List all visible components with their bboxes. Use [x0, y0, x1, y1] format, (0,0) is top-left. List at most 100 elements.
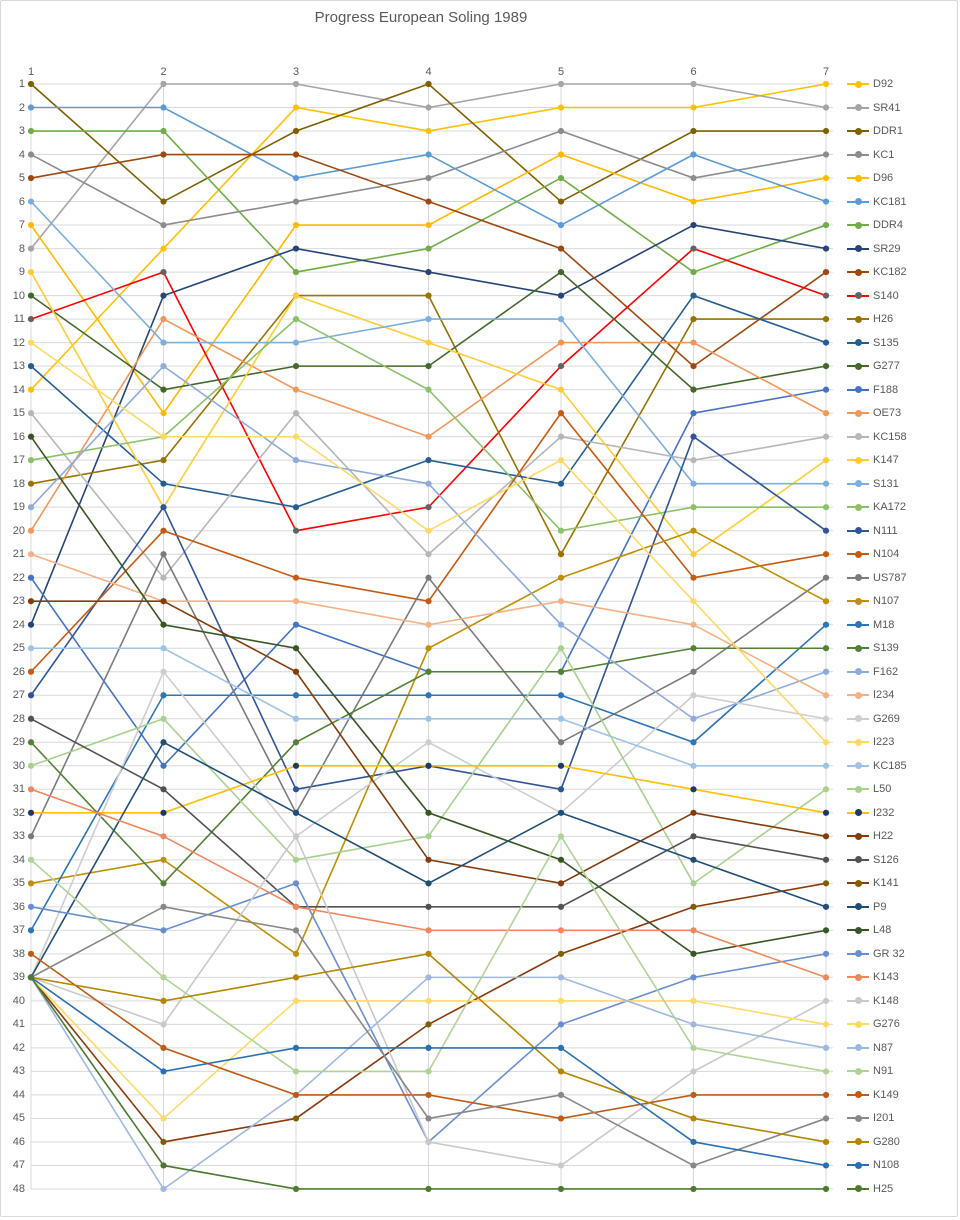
data-point-K149-6 [690, 1091, 697, 1099]
data-point-K149-2 [160, 1044, 167, 1052]
data-point-F188-2 [160, 762, 167, 769]
data-point-I201-4 [425, 1115, 432, 1122]
legend-label-F162: F162 [873, 665, 899, 678]
legend-label-OE73: OE73 [873, 407, 902, 420]
legend-swatch-D92 [847, 80, 869, 88]
legend-item-N91: N91 [847, 1064, 893, 1078]
rank-tick-39: 39 [12, 971, 25, 984]
data-point-N111-5 [557, 786, 565, 793]
data-point-K147-1 [27, 268, 35, 276]
legend-label-S131: S131 [873, 477, 899, 490]
legend-label-G280: G280 [873, 1135, 900, 1148]
data-point-DDR1-2 [160, 198, 167, 205]
legend-marker-D96 [855, 174, 862, 182]
legend-swatch-G277 [847, 362, 869, 370]
data-point-N104-2 [160, 527, 167, 534]
data-point-S139-1 [27, 739, 35, 746]
data-point-K148-6 [690, 1068, 697, 1075]
data-point-K143-6 [690, 927, 697, 934]
series-D96 [27, 151, 830, 417]
legend-swatch-H25 [847, 1185, 869, 1193]
legend-swatch-M18 [847, 621, 869, 629]
data-point-L50-1 [27, 762, 35, 769]
legend-swatch-I232 [847, 809, 869, 817]
legend-marker-S126 [855, 856, 862, 864]
data-point-OE73-6 [690, 339, 697, 346]
rank-tick-9: 9 [18, 266, 25, 279]
x-tick-3: 3 [292, 66, 300, 78]
data-point-H26-1 [27, 480, 35, 487]
data-point-N87-2 [160, 1185, 167, 1193]
legend-marker-D92 [855, 80, 862, 88]
data-point-OE73-3 [292, 386, 300, 393]
data-point-K141-2 [160, 1138, 167, 1146]
legend-item-P9: P9 [847, 900, 886, 914]
legend-marker-F162 [855, 668, 862, 676]
data-point-N108-5 [557, 1044, 565, 1052]
data-point-I201-7 [822, 1115, 830, 1122]
rank-tick-28: 28 [12, 712, 25, 725]
data-point-N91-5 [557, 833, 565, 840]
data-point-K149-1 [27, 950, 35, 957]
data-point-G277-1 [27, 292, 35, 299]
data-point-KC182-3 [292, 151, 300, 158]
data-point-KA172-5 [557, 527, 565, 534]
data-point-K143-7 [822, 974, 830, 981]
data-point-DDR1-7 [822, 127, 830, 135]
data-point-H25-1 [27, 974, 35, 981]
legend-marker-N108 [855, 1161, 862, 1169]
data-point-H22-1 [27, 598, 35, 605]
legend-item-H22: H22 [847, 829, 893, 843]
legend-item-I232: I232 [847, 806, 894, 820]
legend-label-S140: S140 [873, 289, 899, 302]
legend-swatch-GR 32 [847, 950, 869, 958]
legend-label-S139: S139 [873, 642, 899, 655]
x-tick-7: 7 [822, 66, 830, 78]
data-point-KC185-6 [690, 762, 697, 769]
legend-item-KC185: KC185 [847, 759, 907, 773]
legend-label-M18: M18 [873, 618, 895, 631]
rank-tick-18: 18 [12, 477, 25, 490]
legend-marker-DDR1 [855, 127, 862, 135]
data-point-N111-6 [690, 433, 697, 440]
data-point-KC158-1 [27, 410, 35, 417]
legend-swatch-S135 [847, 339, 869, 347]
data-point-K149-4 [425, 1091, 432, 1099]
rank-tick-47: 47 [12, 1159, 25, 1172]
data-point-KC1-3 [292, 198, 300, 205]
data-point-K147-3 [292, 292, 300, 299]
data-point-N91-2 [160, 974, 167, 981]
legend-swatch-DDR4 [847, 221, 869, 229]
series-DDR1 [27, 80, 830, 205]
legend-label-N91: N91 [873, 1065, 894, 1078]
legend-marker-KC158 [855, 433, 862, 441]
legend-label-N87: N87 [873, 1041, 894, 1054]
rank-tick-12: 12 [12, 336, 25, 349]
data-point-S131-3 [292, 339, 300, 346]
data-point-KC158-2 [160, 574, 167, 581]
data-point-S131-7 [822, 480, 830, 487]
data-point-F162-4 [425, 480, 432, 487]
data-point-K147-7 [822, 457, 830, 464]
data-point-OE73-1 [27, 527, 35, 534]
data-point-KC1-6 [690, 174, 697, 182]
data-point-N108-6 [690, 1138, 697, 1146]
data-point-KC181-5 [557, 221, 565, 229]
legend-label-D92: D92 [873, 78, 894, 90]
data-point-S126-5 [557, 903, 565, 910]
data-point-S140-1 [27, 316, 35, 323]
legend-item-GR 32: GR 32 [847, 947, 905, 961]
legend-item-N87: N87 [847, 1041, 893, 1055]
data-point-KC181-2 [160, 104, 167, 111]
data-point-KC158-3 [292, 410, 300, 417]
legend-label-KC1: KC1 [873, 148, 895, 161]
data-point-KC158-6 [690, 457, 697, 464]
data-point-US787-7 [822, 574, 830, 581]
data-point-N104-3 [292, 574, 300, 581]
x-tick-6: 6 [690, 66, 697, 78]
data-point-I232-6 [690, 786, 697, 793]
legend-label-KC158: KC158 [873, 430, 907, 443]
legend-marker-M18 [855, 621, 862, 629]
data-point-S126-6 [690, 833, 697, 840]
legend-marker-I234 [855, 691, 862, 699]
